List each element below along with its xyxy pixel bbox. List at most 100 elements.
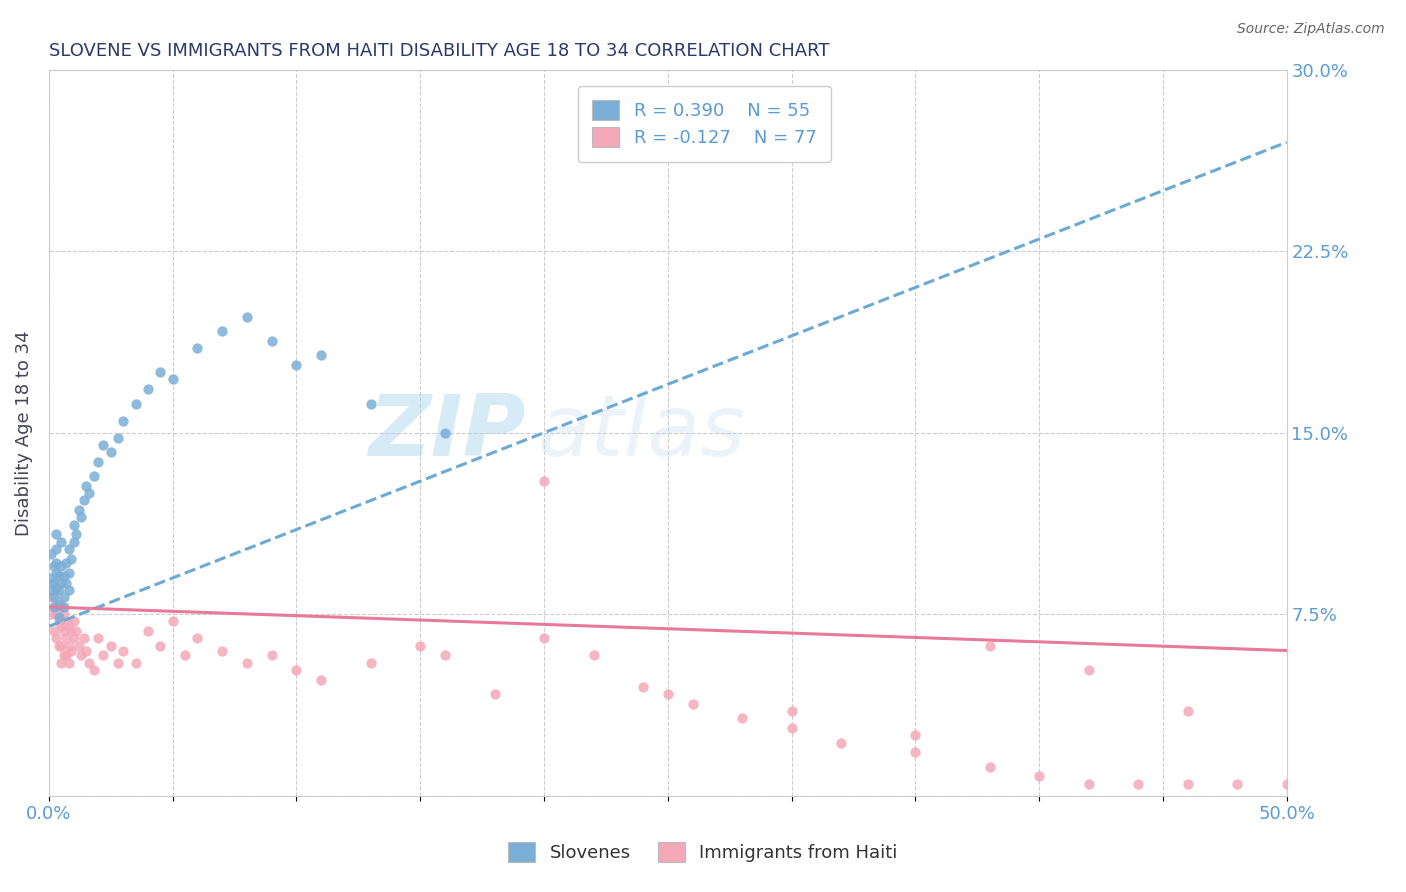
Point [51, 534, 73, 549]
Point [48, 595, 70, 609]
Point [682, 135, 704, 149]
Point [58, 541, 80, 556]
Point [45, 541, 67, 556]
Point [45, 582, 67, 597]
Point [72, 632, 94, 646]
Point [51, 558, 73, 573]
Point [48, 582, 70, 597]
Point [52, 648, 75, 663]
Point [285, 663, 308, 677]
Point [41, 591, 63, 605]
Point [409, 639, 432, 653]
Point [211, 324, 233, 338]
Point [70, 510, 93, 524]
Point [979, 760, 1001, 774]
Point [360, 397, 382, 411]
Point [62, 632, 84, 646]
Point [60, 643, 83, 657]
Point [87, 455, 110, 469]
Point [830, 735, 852, 749]
Point [1177, 704, 1199, 718]
Point [52, 591, 75, 605]
Point [533, 474, 555, 488]
Point [1126, 777, 1149, 791]
Point [42, 591, 65, 605]
Point [65, 527, 87, 541]
Point [55, 632, 77, 646]
Point [52, 607, 75, 622]
Point [48, 568, 70, 582]
Point [52, 599, 75, 614]
Point [136, 624, 159, 639]
Point [62, 517, 84, 532]
Point [112, 643, 135, 657]
Point [149, 365, 172, 379]
Point [55, 615, 77, 629]
Point [67, 639, 90, 653]
Point [41, 582, 63, 597]
Point [42, 599, 65, 614]
Point [434, 425, 457, 440]
Point [42, 575, 65, 590]
Point [42, 624, 65, 639]
Point [1077, 663, 1099, 677]
Point [75, 643, 97, 657]
Point [41, 571, 63, 585]
Point [93, 648, 115, 663]
Point [51, 656, 73, 670]
Point [62, 534, 84, 549]
Point [45, 557, 67, 571]
Point [67, 503, 90, 517]
Point [42, 599, 65, 614]
Point [48, 598, 70, 612]
Point [58, 639, 80, 653]
Point [41, 547, 63, 561]
Point [70, 648, 93, 663]
Point [260, 334, 283, 348]
Point [45, 581, 67, 595]
Point [186, 632, 208, 646]
Point [45, 527, 67, 541]
Point [51, 599, 73, 614]
Point [77, 656, 100, 670]
Point [58, 656, 80, 670]
Point [780, 704, 803, 718]
Point [434, 648, 457, 663]
Point [285, 358, 308, 372]
Point [260, 648, 283, 663]
Point [55, 557, 77, 571]
Point [631, 680, 654, 694]
Point [904, 728, 927, 742]
Point [51, 575, 73, 590]
Point [55, 648, 77, 663]
Point [657, 687, 679, 701]
Point [124, 656, 146, 670]
Point [731, 711, 754, 725]
Point [112, 414, 135, 428]
Point [60, 551, 83, 566]
Point [87, 632, 110, 646]
Text: ZIP: ZIP [368, 392, 526, 475]
Point [211, 643, 233, 657]
Point [48, 615, 70, 629]
Point [309, 348, 332, 362]
Point [45, 566, 67, 580]
Point [58, 566, 80, 580]
Text: SLOVENE VS IMMIGRANTS FROM HAITI DISABILITY AGE 18 TO 34 CORRELATION CHART: SLOVENE VS IMMIGRANTS FROM HAITI DISABIL… [49, 42, 830, 60]
Point [60, 624, 83, 639]
Point [979, 639, 1001, 653]
Point [1028, 769, 1050, 783]
Point [48, 609, 70, 624]
Point [62, 615, 84, 629]
Point [83, 663, 105, 677]
Point [162, 615, 184, 629]
Point [1275, 777, 1298, 791]
Point [309, 673, 332, 687]
Point [93, 438, 115, 452]
Point [682, 697, 704, 711]
Point [533, 632, 555, 646]
Point [360, 656, 382, 670]
Y-axis label: Disability Age 18 to 34: Disability Age 18 to 34 [15, 330, 32, 535]
Point [75, 479, 97, 493]
Point [780, 721, 803, 735]
